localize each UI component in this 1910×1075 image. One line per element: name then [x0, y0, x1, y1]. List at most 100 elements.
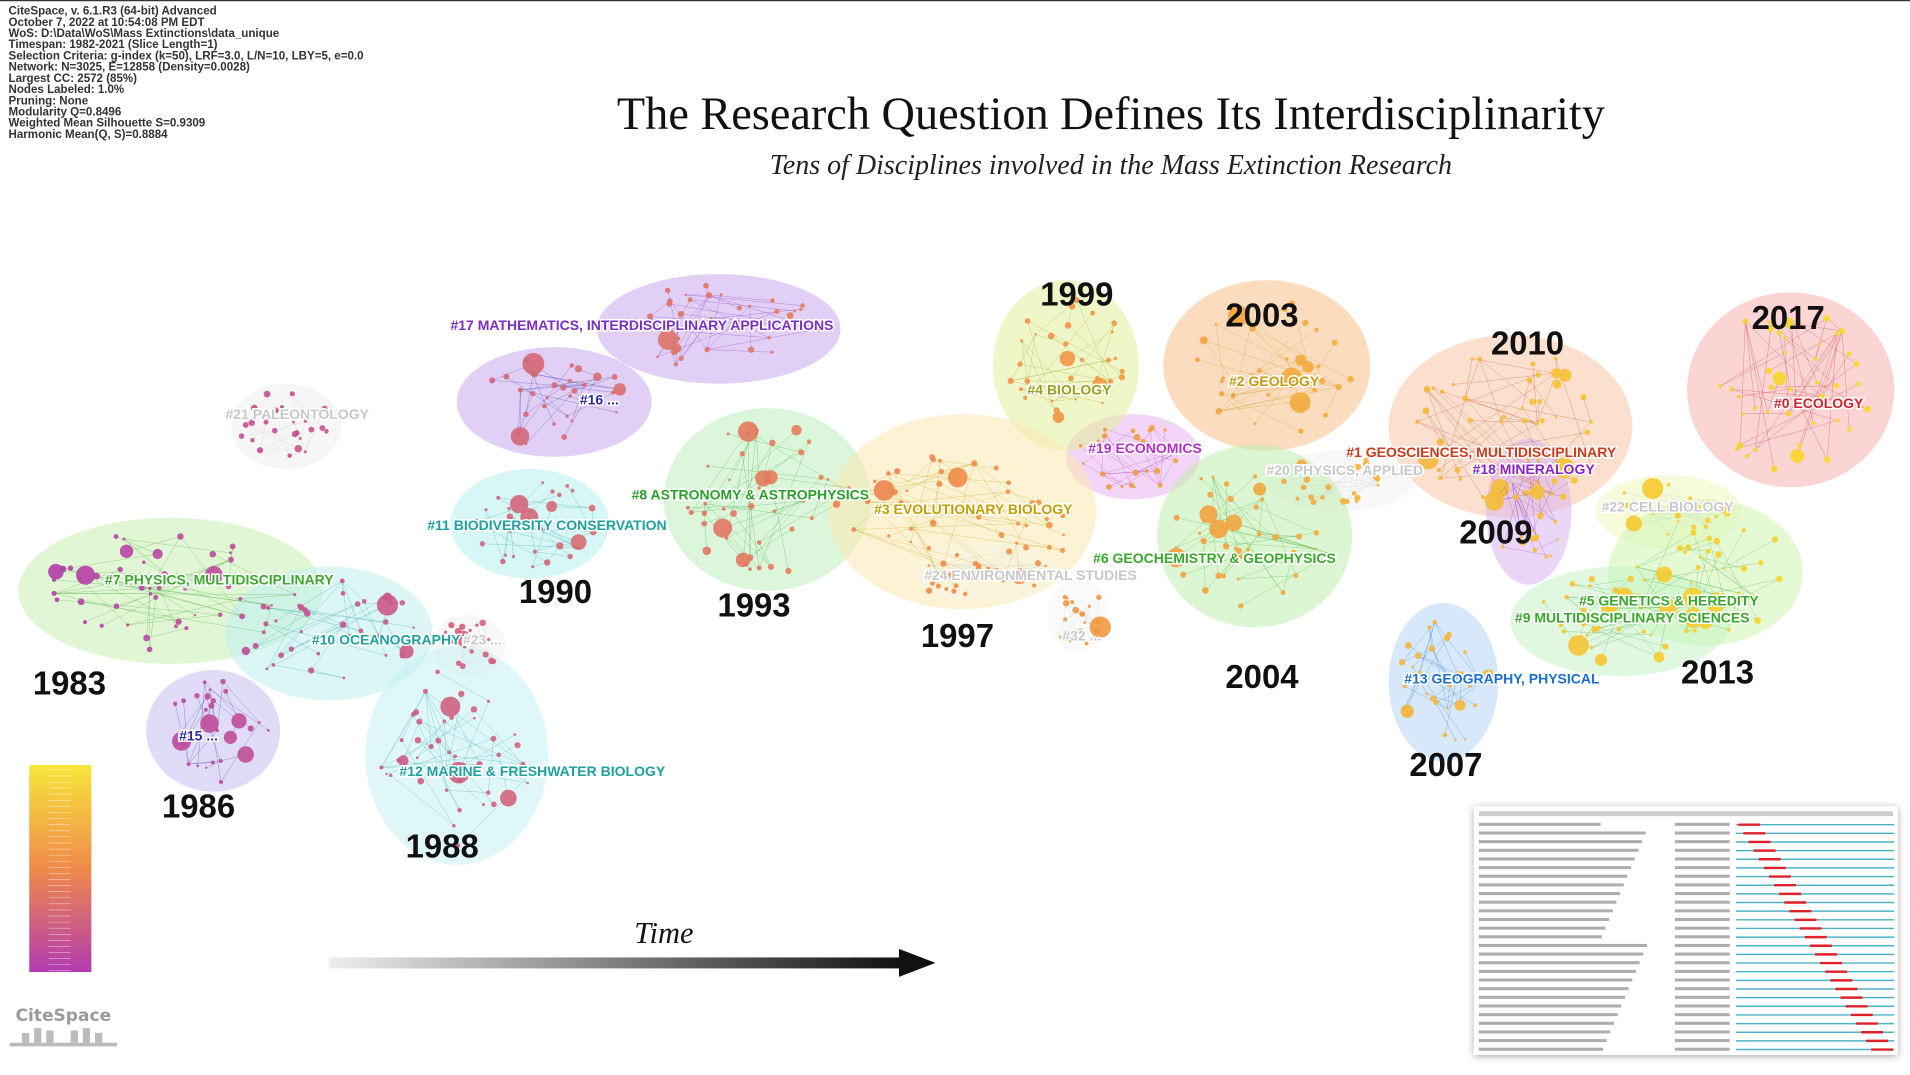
node [929, 454, 936, 461]
info-line: October 7, 2022 at 10:54:08 PM EDT [9, 17, 205, 29]
link [1025, 312, 1093, 399]
node [1818, 342, 1822, 346]
node [448, 761, 470, 784]
node [1215, 408, 1223, 415]
link [976, 551, 1010, 580]
link [415, 712, 456, 757]
link [974, 463, 1027, 548]
node [1111, 320, 1118, 327]
node [611, 373, 618, 380]
table-row-stats [1674, 987, 1730, 991]
link [1417, 374, 1539, 422]
node [1543, 467, 1547, 470]
node [1007, 377, 1014, 385]
link [1104, 435, 1161, 486]
node [1606, 604, 1616, 614]
node [1063, 617, 1068, 622]
node [976, 514, 982, 520]
node [1422, 407, 1430, 415]
link [1007, 491, 1039, 503]
node [270, 604, 273, 607]
node [1300, 484, 1307, 491]
info-line: WoS: D:\Data\WoS\Mass Extinctions\data_u… [9, 28, 280, 40]
link [255, 613, 308, 647]
node [1153, 467, 1161, 475]
node [279, 404, 285, 410]
node [142, 560, 146, 565]
link [1728, 592, 1740, 630]
node [210, 697, 216, 704]
node [1335, 383, 1342, 391]
node [818, 474, 824, 480]
link [1052, 384, 1100, 402]
node [1320, 495, 1325, 500]
node [1753, 405, 1758, 411]
link [747, 433, 751, 558]
link [546, 397, 568, 417]
link [534, 374, 620, 390]
link [1108, 450, 1180, 488]
link [863, 491, 1063, 551]
node [1010, 507, 1017, 514]
link [1259, 533, 1317, 550]
node [117, 566, 123, 573]
node [1219, 379, 1224, 384]
link [632, 327, 770, 338]
cluster-label: #6 GEOCHEMISTRY & GEOPHYSICS [1093, 550, 1336, 566]
link [1010, 359, 1109, 382]
node [78, 577, 82, 581]
link [149, 588, 272, 606]
node [1726, 627, 1731, 632]
node [582, 382, 587, 387]
link [748, 431, 852, 495]
node [1641, 629, 1647, 635]
node [1197, 531, 1202, 535]
node [399, 738, 404, 743]
node [1612, 586, 1620, 594]
node [538, 526, 544, 532]
node [745, 431, 751, 436]
link [123, 538, 165, 575]
node [1298, 428, 1304, 434]
node [702, 546, 712, 556]
link [687, 505, 752, 508]
link [425, 691, 439, 741]
link [1791, 318, 1857, 364]
node [1539, 418, 1546, 424]
link [1080, 445, 1123, 487]
table-row-stats [1674, 909, 1730, 913]
cluster-area [1157, 444, 1353, 628]
node [1062, 533, 1065, 537]
node [1653, 479, 1659, 484]
link [1737, 420, 1838, 449]
node [113, 534, 119, 540]
link [1457, 423, 1538, 471]
node [1314, 327, 1319, 332]
node [1833, 382, 1840, 389]
node [1253, 422, 1257, 425]
link [1135, 450, 1180, 473]
link [888, 473, 1027, 526]
node [440, 696, 461, 717]
link [933, 523, 1004, 580]
node [1737, 591, 1741, 595]
info-line: Network: N=3025, E=12858 (Density=0.0028… [9, 62, 250, 74]
link [675, 295, 710, 365]
link [551, 506, 593, 509]
node [546, 501, 558, 512]
link [1419, 673, 1466, 740]
cluster-label: #13 GEOGRAPHY, PHYSICAL [1404, 670, 1600, 686]
node [76, 565, 96, 585]
link [1101, 470, 1147, 475]
link [867, 501, 1027, 526]
node [1770, 465, 1778, 473]
node [799, 307, 803, 312]
node [739, 451, 745, 457]
node [1060, 547, 1066, 553]
node [1223, 481, 1230, 487]
info-block: CiteSpace, v. 6.1.R3 (64-bit) AdvancedOc… [9, 6, 364, 141]
link [906, 471, 942, 491]
link [867, 501, 1050, 526]
link [1520, 467, 1541, 474]
link [894, 463, 975, 493]
